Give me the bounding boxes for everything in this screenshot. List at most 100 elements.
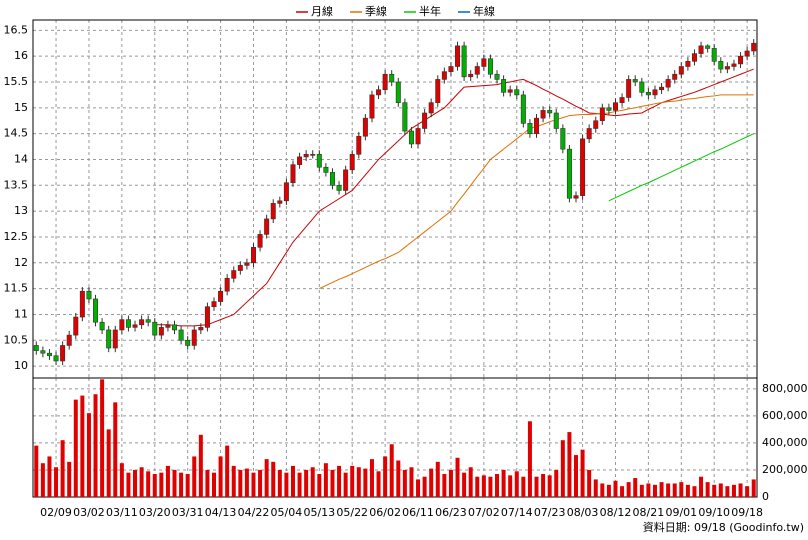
volume-bar xyxy=(363,468,368,497)
volume-bar xyxy=(356,467,361,497)
volume-bar xyxy=(462,472,467,497)
candle-body xyxy=(139,319,145,326)
volume-bar xyxy=(146,471,151,497)
x-tick-label: 07/23 xyxy=(534,506,566,519)
candle-body xyxy=(481,58,487,67)
volume-bar xyxy=(212,472,216,497)
candle-body xyxy=(711,48,717,62)
volume-bar xyxy=(448,469,453,497)
candle-body xyxy=(639,81,645,93)
candle-body xyxy=(198,327,204,331)
volume-bar xyxy=(639,484,644,497)
volume-bar xyxy=(567,432,572,497)
candle-body xyxy=(724,66,730,70)
ma-line xyxy=(154,68,754,327)
candle-body xyxy=(751,42,757,52)
candle-body xyxy=(606,107,612,111)
volume-bar xyxy=(620,486,625,497)
y-tick-label: 15.5 xyxy=(4,75,29,88)
candle-body xyxy=(487,58,493,75)
x-tick-label: 09/01 xyxy=(665,506,697,519)
volume-bar xyxy=(225,445,230,497)
candle-body xyxy=(86,290,92,300)
x-tick-label: 04/22 xyxy=(238,506,270,519)
volume-bar xyxy=(541,474,546,497)
x-tick-label: 08/21 xyxy=(633,506,665,519)
x-tick-label: 02/09 xyxy=(40,506,72,519)
candle-body xyxy=(593,120,599,129)
volume-bar xyxy=(712,484,717,497)
candle-body xyxy=(744,50,750,57)
candle-body xyxy=(362,117,368,137)
volume-bar xyxy=(172,469,177,497)
x-tick-label: 06/23 xyxy=(435,506,467,519)
x-tick-label: 03/20 xyxy=(139,506,171,519)
volume-bar xyxy=(554,469,559,497)
candle-body xyxy=(257,234,263,248)
candle-body xyxy=(152,321,158,336)
volume-bar xyxy=(47,456,52,497)
candle-body xyxy=(106,329,112,349)
candle-body xyxy=(678,66,684,75)
candle-body xyxy=(343,169,349,191)
x-tick-label: 03/02 xyxy=(73,506,105,519)
volume-bar xyxy=(600,483,605,497)
candle-body xyxy=(612,102,618,111)
candle-body xyxy=(66,334,72,346)
candle-body xyxy=(527,123,533,134)
candle-body xyxy=(316,154,322,168)
volume-bar xyxy=(455,457,460,497)
volume-bar xyxy=(613,480,618,497)
candle-body xyxy=(132,324,138,328)
y-tick-label: 16 xyxy=(14,49,28,62)
candle-body xyxy=(224,277,230,292)
candle-body xyxy=(691,53,697,62)
volume-bar xyxy=(205,469,210,497)
volume-bar xyxy=(534,476,539,497)
volume-bar xyxy=(422,476,427,497)
volume-bar xyxy=(389,444,394,497)
candle-body xyxy=(277,200,283,204)
footer: 資料日期: 09/18 (Goodinfo.tw) xyxy=(643,520,804,534)
candle-body xyxy=(599,107,605,122)
volume-bar xyxy=(646,483,651,497)
volume-bar xyxy=(435,461,440,497)
y-tick-label: 10.5 xyxy=(4,333,29,346)
volume-bar xyxy=(692,486,697,497)
volume-bar xyxy=(738,483,743,497)
candle-body xyxy=(349,154,355,171)
candle-body xyxy=(46,352,52,357)
volume-bar xyxy=(745,486,750,497)
volume-frame xyxy=(32,377,758,498)
volume-bar xyxy=(40,463,45,497)
candle-body xyxy=(310,154,316,156)
y2-tick-label: 400,000 xyxy=(762,436,808,449)
candle-body xyxy=(566,148,572,199)
candle-body xyxy=(178,329,184,341)
candle-body xyxy=(402,102,408,132)
candle-body xyxy=(474,66,480,75)
volume-bar xyxy=(238,469,243,497)
x-tick-label: 09/18 xyxy=(731,506,763,519)
candle-body xyxy=(297,156,303,165)
volume-bar xyxy=(244,468,249,497)
x-tick-label: 05/22 xyxy=(336,506,368,519)
y-tick-label: 16.5 xyxy=(4,23,29,36)
volume-bar xyxy=(119,463,124,497)
volume-bar xyxy=(343,472,348,497)
x-tick-label: 06/02 xyxy=(369,506,401,519)
volume-bar xyxy=(54,467,59,497)
x-tick-label: 03/31 xyxy=(172,506,204,519)
volume-bar xyxy=(198,434,203,497)
volume-bar xyxy=(679,482,684,497)
candle-body xyxy=(283,182,289,202)
candle-body xyxy=(501,79,507,93)
candle-body xyxy=(244,262,250,266)
candle-body xyxy=(79,290,85,318)
volume-bar xyxy=(297,472,302,497)
candle-body xyxy=(191,329,197,346)
volume-bar xyxy=(80,395,85,497)
volume-bar xyxy=(626,482,631,497)
